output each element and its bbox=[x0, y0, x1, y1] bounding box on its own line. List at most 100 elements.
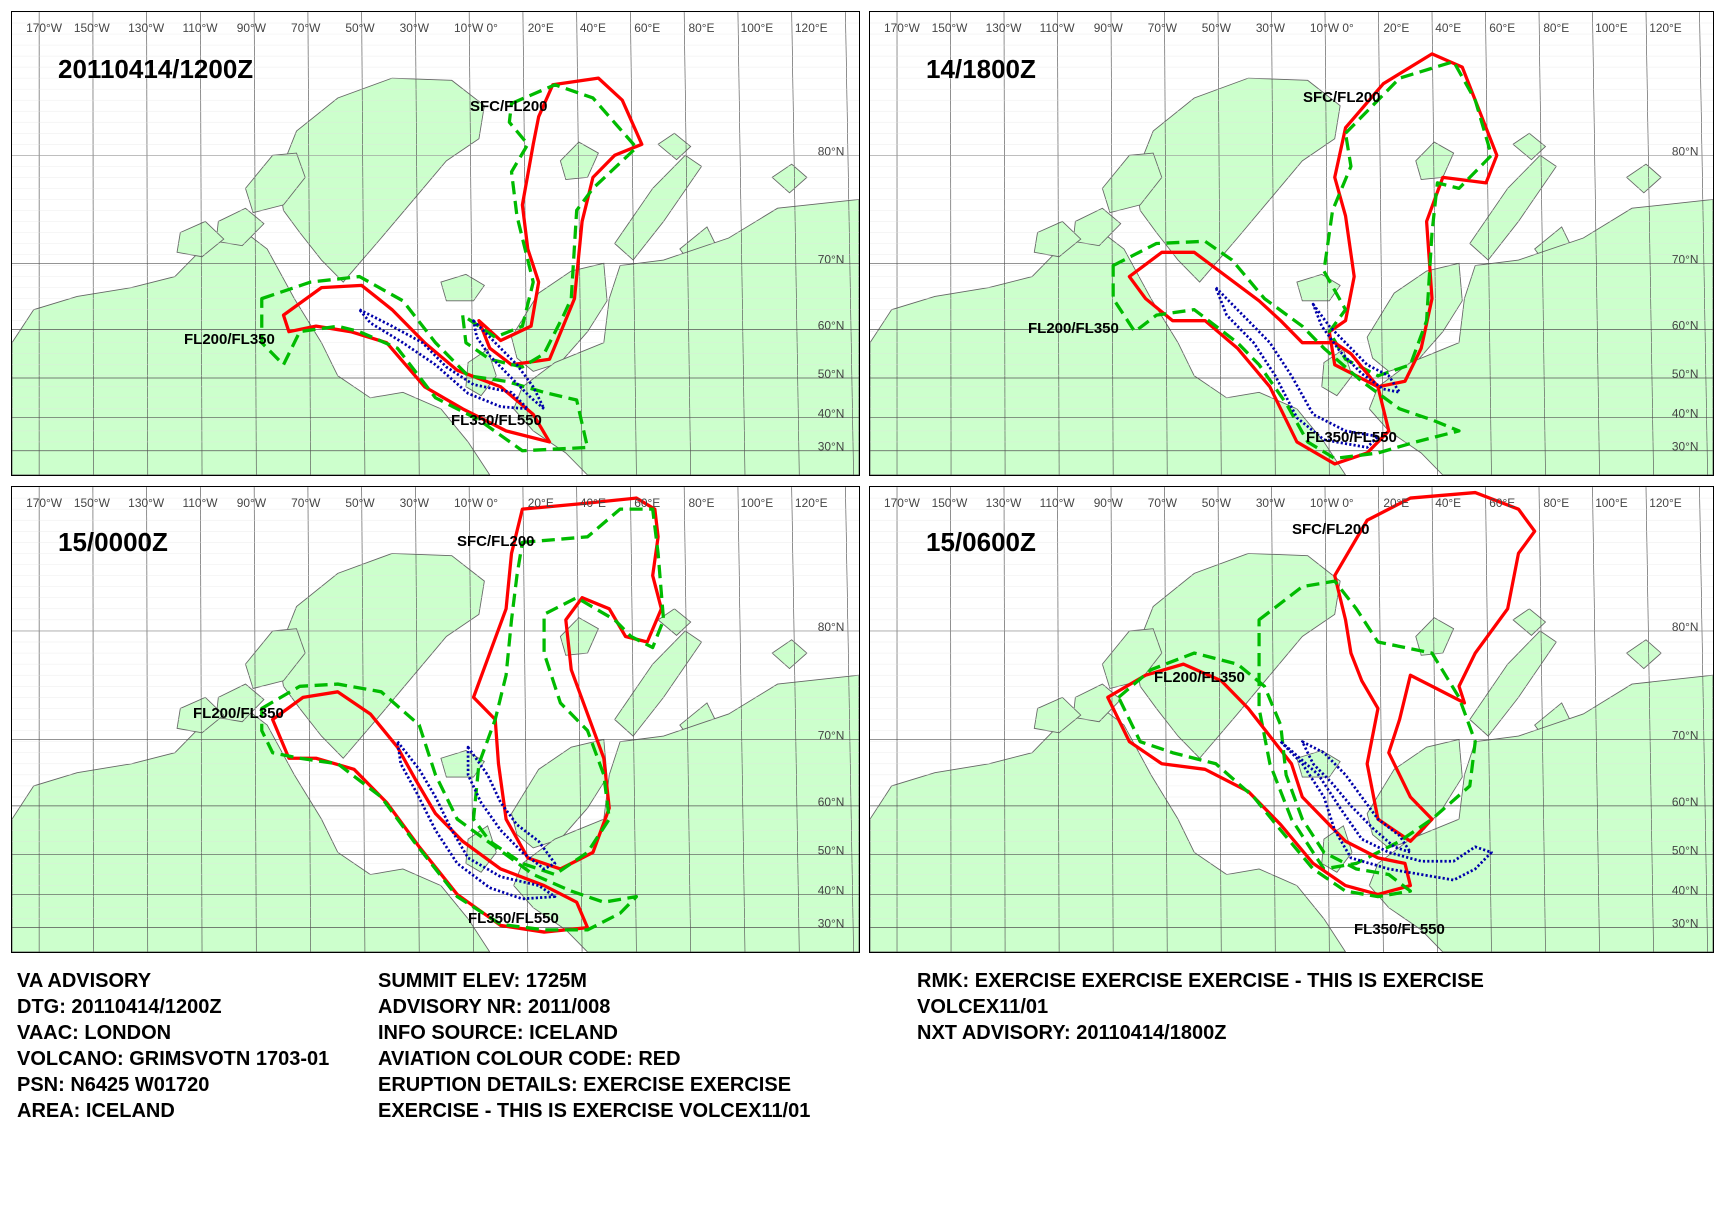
advisory-column-3: RMK: EXERCISE EXERCISE EXERCISE - THIS I… bbox=[917, 968, 1484, 1046]
valid-time-label: 14/1800Z bbox=[926, 54, 1036, 84]
latitude-label: 50°N bbox=[1672, 843, 1699, 857]
latitude-label: 80°N bbox=[818, 144, 845, 158]
plume-fl200-fl350-red bbox=[270, 690, 590, 934]
longitude-label: 40°E bbox=[1435, 496, 1461, 510]
advisory-eruption-details-cont: EXERCISE - THIS IS EXERCISE VOLCEX11/01 bbox=[378, 1100, 811, 1122]
longitude-label: 10°W 0° bbox=[454, 496, 498, 510]
graticule-layer bbox=[870, 487, 1713, 952]
longitude-label: 90°W bbox=[237, 496, 267, 510]
layer-label-fl200-fl350: FL200/FL350 bbox=[193, 705, 284, 722]
plume-fl200-fl350-green bbox=[260, 274, 590, 453]
landmass-layer bbox=[870, 552, 1713, 952]
plume-fl350-fl550-blue bbox=[1300, 740, 1412, 854]
longitude-label: 120°E bbox=[1649, 496, 1681, 510]
latitude-label: 70°N bbox=[1672, 728, 1699, 742]
plume-sfc-fl200-red bbox=[1333, 490, 1537, 843]
advisory-next: NXT ADVISORY: 20110414/1800Z bbox=[917, 1022, 1227, 1044]
ash-plume-layer bbox=[1111, 52, 1499, 466]
latitude-label: 40°N bbox=[818, 883, 845, 897]
landmass bbox=[1072, 683, 1122, 723]
landmass bbox=[277, 77, 485, 283]
landmass bbox=[1134, 77, 1341, 283]
latitude-label: 70°N bbox=[1672, 252, 1699, 266]
longitude-label: 10°W 0° bbox=[1310, 496, 1354, 510]
plume-fl200-fl350-red bbox=[1127, 250, 1391, 466]
map-layer-group: 170°W 150°W 130°W 110°W 90°W 70°W 50°W 30°W 10°W… bbox=[12, 487, 859, 952]
landmass bbox=[1512, 132, 1547, 161]
plume-fl350-fl550-blue bbox=[1279, 740, 1493, 882]
plume-sfc-fl200-green bbox=[1322, 59, 1494, 378]
map-panel-15-0600z: 170°W 150°W 130°W 110°W 90°W 70°W 50°W 30°W 10°W… bbox=[869, 486, 1714, 953]
advisory-dtg: DTG: 20110414/1200Z bbox=[17, 996, 222, 1018]
latitude-label: 60°N bbox=[818, 318, 845, 332]
landmass bbox=[277, 552, 485, 759]
landmass bbox=[513, 198, 859, 475]
longitude-label: 40°E bbox=[580, 496, 606, 510]
plume-sfc-fl200-green bbox=[1257, 579, 1477, 871]
longitude-label: 80°E bbox=[689, 496, 715, 510]
plume-fl200-fl350-green bbox=[260, 682, 639, 932]
longitude-label: 130°W bbox=[128, 21, 165, 35]
longitude-label: 20°E bbox=[1383, 21, 1409, 35]
longitude-label: 50°W bbox=[1202, 496, 1232, 510]
advisory-position: PSN: N6425 W01720 bbox=[17, 1074, 210, 1096]
advisory-number: ADVISORY NR: 2011/008 bbox=[378, 996, 611, 1018]
layer-label-sfc-fl200: SFC/FL200 bbox=[470, 98, 548, 115]
map-canvas: 170°W 150°W 130°W 110°W 90°W 70°W 50°W 30°W 10°W… bbox=[12, 487, 859, 952]
longitude-label: 50°W bbox=[345, 496, 375, 510]
plume-fl200-fl350-green bbox=[1116, 651, 1413, 899]
landmass bbox=[215, 207, 265, 247]
latitude-label: 70°N bbox=[818, 252, 845, 266]
longitude-label: 130°W bbox=[986, 496, 1022, 510]
latitude-label: 50°N bbox=[818, 367, 845, 381]
longitude-label: 80°E bbox=[689, 21, 715, 35]
plume-fl350-fl550-blue bbox=[358, 308, 530, 411]
landmass bbox=[1072, 207, 1122, 247]
plume-fl350-fl550-blue bbox=[396, 740, 557, 901]
plume-sfc-fl200-red bbox=[1327, 52, 1499, 389]
valid-time-label: 15/0000Z bbox=[58, 527, 168, 557]
longitude-label: 30°W bbox=[400, 21, 430, 35]
landmass bbox=[1415, 141, 1455, 181]
landmass bbox=[657, 608, 692, 636]
graticule-labels: 170°W 150°W 130°W 110°W 90°W 70°W 50°W 30°W 10°W… bbox=[884, 21, 1698, 454]
longitude-label: 100°E bbox=[1595, 496, 1627, 510]
advisory-eruption-details: ERUPTION DETAILS: EXERCISE EXERCISE bbox=[378, 1074, 792, 1096]
landmass bbox=[1368, 674, 1713, 952]
plume-fl350-fl550-blue bbox=[1311, 302, 1401, 394]
latitude-label: 40°N bbox=[818, 407, 845, 421]
advisory-remark-cont: VOLCEX11/01 bbox=[917, 996, 1049, 1018]
landmass bbox=[465, 348, 497, 397]
latitude-label: 70°N bbox=[818, 728, 845, 742]
plume-fl200-fl350-red bbox=[1106, 662, 1413, 897]
longitude-label: 130°W bbox=[128, 496, 165, 510]
longitude-label: 90°W bbox=[1094, 21, 1124, 35]
longitude-label: 50°W bbox=[345, 21, 375, 35]
latitude-label: 30°N bbox=[818, 917, 845, 931]
layer-label-fl350-fl550: FL350/FL550 bbox=[1306, 429, 1397, 446]
longitude-label: 170°W bbox=[884, 21, 920, 35]
valid-time-label: 15/0600Z bbox=[926, 527, 1036, 557]
advisory-vaac: VAAC: LONDON bbox=[17, 1022, 172, 1044]
layer-label-fl350-fl550: FL350/FL550 bbox=[1354, 921, 1445, 938]
map-canvas: 170°W 150°W 130°W 110°W 90°W 70°W 50°W 30°W 10°W… bbox=[870, 487, 1713, 952]
plume-fl200-fl350-red bbox=[281, 283, 552, 444]
ash-plume-layer bbox=[1106, 490, 1537, 899]
latitude-label: 80°N bbox=[1672, 620, 1699, 634]
graticule-layer bbox=[870, 12, 1713, 475]
latitude-label: 30°N bbox=[818, 440, 845, 454]
longitude-label: 60°E bbox=[634, 496, 660, 510]
latitude-label: 60°N bbox=[1672, 318, 1699, 332]
longitude-label: 170°W bbox=[26, 21, 63, 35]
plume-fl350-fl550-blue bbox=[466, 745, 557, 871]
layer-label-fl200-fl350: FL200/FL350 bbox=[184, 331, 275, 348]
advisory-info-source: INFO SOURCE: ICELAND bbox=[378, 1022, 618, 1044]
landmass bbox=[1134, 552, 1341, 759]
longitude-label: 120°E bbox=[1649, 21, 1682, 35]
longitude-label: 20°E bbox=[528, 496, 554, 510]
longitude-label: 90°W bbox=[1094, 496, 1124, 510]
landmass-layer bbox=[12, 77, 859, 475]
latitude-label: 30°N bbox=[1672, 440, 1699, 454]
latitude-label: 60°N bbox=[818, 795, 845, 809]
latitude-label: 50°N bbox=[1672, 367, 1699, 381]
